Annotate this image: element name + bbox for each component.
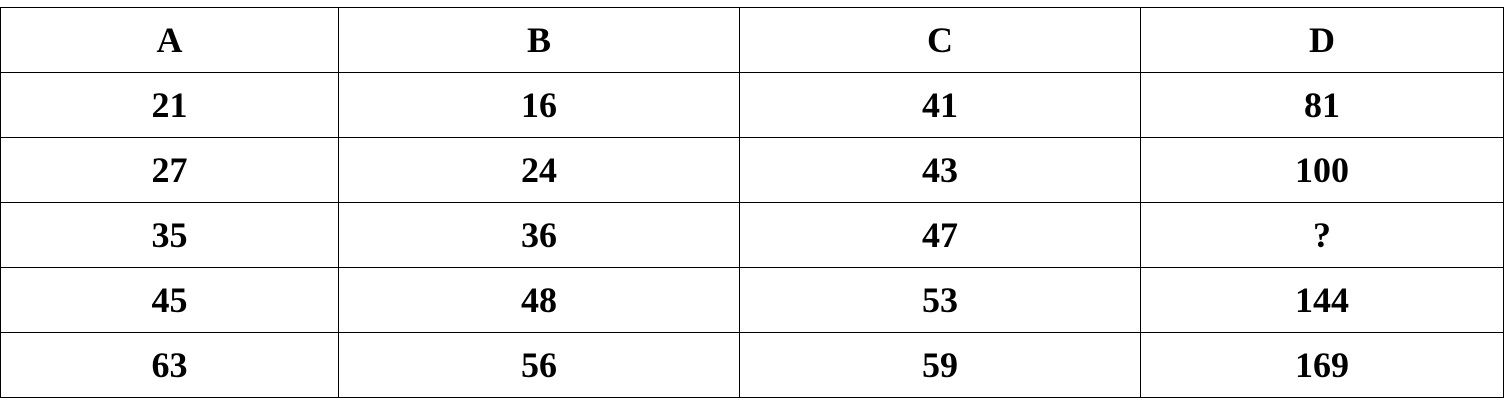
table-row: 21 16 41 81	[0, 72, 1504, 138]
table-cell: 169	[1140, 332, 1504, 398]
table-cell: 35	[0, 202, 339, 268]
table-cell: 48	[338, 267, 740, 333]
table-cell: 63	[0, 332, 339, 398]
table-cell: 27	[0, 137, 339, 203]
table-cell: 59	[739, 332, 1141, 398]
table-cell: 53	[739, 267, 1141, 333]
table-cell: 144	[1140, 267, 1504, 333]
header-row: A B C D	[0, 7, 1504, 73]
data-table: A B C D 21 16 41 81 27 24 43 100 35 36	[0, 7, 1504, 398]
column-header-b: B	[338, 7, 740, 73]
table-cell: 43	[739, 137, 1141, 203]
column-header-d: D	[1140, 7, 1504, 73]
table-cell: 24	[338, 137, 740, 203]
table-cell: 56	[338, 332, 740, 398]
table-cell: 100	[1140, 137, 1504, 203]
column-header-a: A	[0, 7, 339, 73]
table-cell: 21	[0, 72, 339, 138]
table-row: 63 56 59 169	[0, 332, 1504, 398]
table-cell: ?	[1140, 202, 1504, 268]
table-row: 35 36 47 ?	[0, 202, 1504, 268]
table-cell: 45	[0, 267, 339, 333]
table-row: 27 24 43 100	[0, 137, 1504, 203]
table-cell: 36	[338, 202, 740, 268]
table-cell: 47	[739, 202, 1141, 268]
column-header-c: C	[739, 7, 1141, 73]
table-cell: 81	[1140, 72, 1504, 138]
table-row: 45 48 53 144	[0, 267, 1504, 333]
table-cell: 16	[338, 72, 740, 138]
data-table-container: A B C D 21 16 41 81 27 24 43 100 35 36	[0, 7, 1504, 398]
table-cell: 41	[739, 72, 1141, 138]
